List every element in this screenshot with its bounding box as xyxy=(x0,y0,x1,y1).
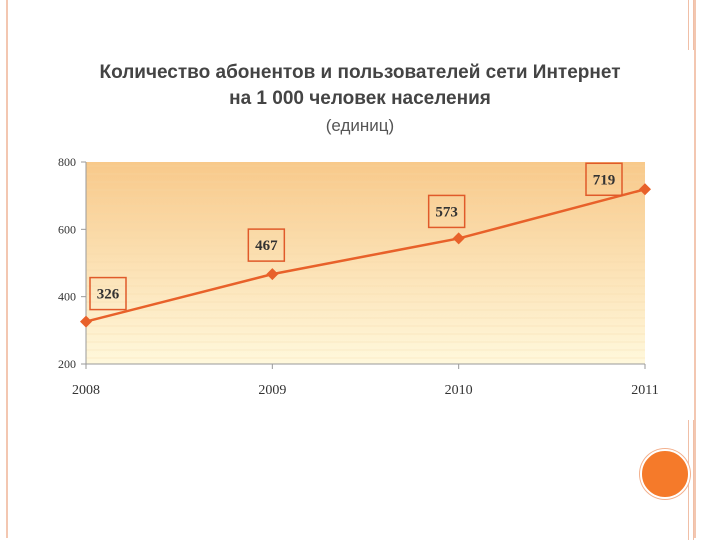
x-tick-label: 2011 xyxy=(631,383,658,398)
plot-area xyxy=(86,162,645,364)
y-tick-label: 800 xyxy=(58,155,76,169)
data-label-box xyxy=(585,162,623,197)
series-line xyxy=(85,188,646,323)
y-tick-label: 400 xyxy=(58,290,76,304)
data-label: 326 xyxy=(97,287,120,303)
y-tick-label: 200 xyxy=(58,357,76,371)
x-tick-label: 2008 xyxy=(72,383,100,398)
data-label-box xyxy=(247,228,286,262)
data-point-marker xyxy=(452,232,465,245)
accent-circle xyxy=(640,449,690,499)
chart-title-line-1: Количество абонентов и пользователей сет… xyxy=(99,62,621,83)
chart-title: Количество абонентов и пользователей сет… xyxy=(0,60,720,112)
data-point-marker xyxy=(80,315,92,328)
y-tick-label: 600 xyxy=(58,222,76,236)
x-tick-label: 2010 xyxy=(445,383,473,398)
slide-edge-line xyxy=(688,0,689,50)
chart-title-line-2: на 1 000 человек населения xyxy=(229,88,491,109)
slide-edge-line xyxy=(693,420,694,540)
x-tick-label: 2009 xyxy=(258,383,286,398)
data-label: 467 xyxy=(255,238,278,254)
chart-subtitle: (единиц) xyxy=(325,116,395,135)
data-point-marker xyxy=(639,183,651,196)
data-point-marker xyxy=(266,268,279,281)
data-label: 573 xyxy=(435,204,458,220)
data-label-box xyxy=(427,194,466,229)
slide-edge-line xyxy=(693,0,694,50)
data-label: 719 xyxy=(593,172,616,188)
data-label-box xyxy=(89,276,127,311)
slide-frame xyxy=(6,0,696,538)
